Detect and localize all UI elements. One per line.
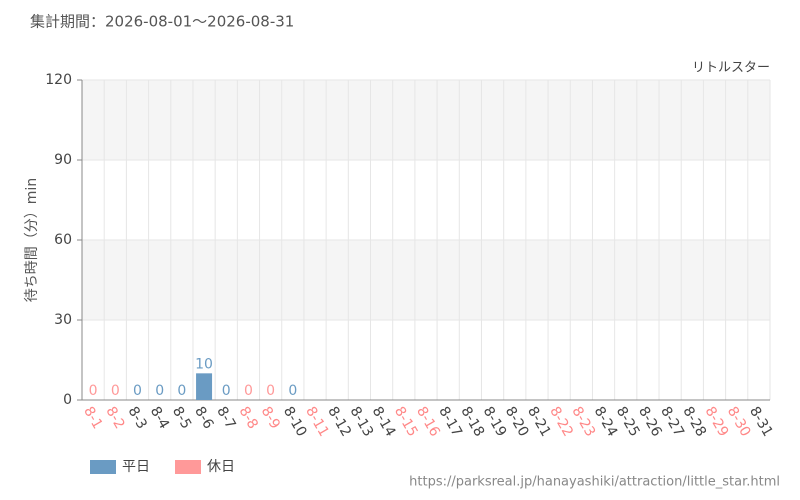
chart-subtitle: リトルスター	[692, 61, 770, 76]
grid-band	[82, 240, 770, 320]
source-url: https://parksreal.jp/hanayashiki/attract…	[409, 475, 780, 490]
chart-title: 集計期間：2026-08-01～2026-08-31	[30, 13, 294, 31]
legend-label: 休日	[207, 459, 235, 475]
x-tick-label: 8-6	[191, 404, 216, 432]
y-tick-label: 60	[54, 232, 72, 248]
legend-swatch	[90, 460, 116, 474]
x-tick-label: 8-31	[746, 404, 776, 440]
x-tick-label: 8-2	[102, 404, 127, 432]
y-tick-label: 90	[54, 152, 72, 168]
x-tick-label: 8-9	[258, 404, 283, 432]
data-label: 0	[111, 383, 120, 399]
x-tick-label: 8-1	[80, 404, 105, 432]
y-tick-label: 0	[63, 392, 72, 408]
y-tick-label: 120	[45, 72, 72, 88]
legend-label: 平日	[122, 459, 150, 475]
x-tick-label: 8-5	[169, 404, 194, 432]
y-axis-label: 待ち時間（分）min	[24, 178, 40, 302]
grid-band	[82, 80, 770, 160]
data-label: 0	[222, 383, 231, 399]
data-label: 0	[89, 383, 98, 399]
data-label: 0	[288, 383, 297, 399]
data-label: 0	[244, 383, 253, 399]
x-tick-label: 8-7	[213, 404, 238, 432]
x-tick-label: 8-3	[125, 404, 150, 432]
data-label: 10	[195, 356, 213, 372]
bar	[196, 373, 213, 400]
x-tick-label: 8-4	[147, 404, 172, 432]
data-label: 0	[133, 383, 142, 399]
data-label: 0	[177, 383, 186, 399]
legend-swatch	[175, 460, 201, 474]
x-tick-label: 8-8	[236, 404, 261, 432]
data-label: 0	[155, 383, 164, 399]
y-tick-label: 30	[54, 312, 72, 328]
data-label: 0	[266, 383, 275, 399]
